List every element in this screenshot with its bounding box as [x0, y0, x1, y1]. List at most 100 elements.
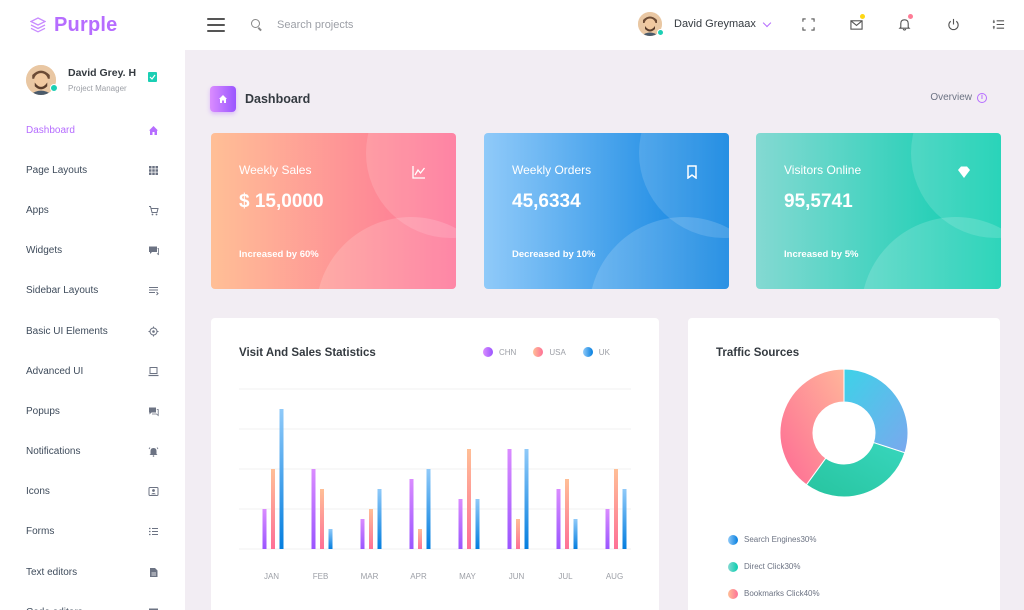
bar-uk-mar[interactable] [377, 489, 382, 549]
sidebar-item-label: Sidebar Layouts [26, 285, 99, 297]
mail-icon[interactable] [849, 14, 865, 31]
card-value: 45,6334 [512, 191, 581, 212]
bar-uk-feb[interactable] [328, 529, 333, 549]
card-title: Weekly Orders [512, 163, 592, 177]
bar-uk-aug[interactable] [622, 489, 627, 549]
bar-usa-jul[interactable] [565, 479, 569, 549]
overview-label: Overview [930, 92, 972, 103]
x-tick-label: JUL [558, 572, 573, 581]
diamond-icon [958, 166, 970, 178]
sidebar-item-label: Advanced UI [26, 365, 84, 377]
chart-legend: CHN USA UK [483, 347, 627, 357]
forum-icon [148, 406, 159, 417]
sidebar-item-apps[interactable]: Apps [0, 190, 185, 230]
sidebar-item-label: Page Layouts [26, 164, 88, 176]
bar-chn-jan[interactable] [262, 509, 267, 549]
bar-uk-jul[interactable] [573, 519, 578, 549]
bar-chn-jun[interactable] [507, 449, 512, 549]
menu-toggle-button[interactable] [207, 18, 225, 32]
nav-profile-dropdown[interactable]: David Greymaax [638, 12, 772, 36]
x-tick-label: MAR [361, 572, 379, 581]
legend-item-uk: UK [582, 347, 610, 357]
bar-uk-jan[interactable] [279, 409, 284, 549]
chart-title: Traffic Sources [716, 347, 800, 359]
slice-search-engines[interactable] [843, 368, 909, 454]
sidebar-profile[interactable]: David Grey. H Project Manager [0, 50, 185, 110]
sidebar-item-code-editors[interactable]: Code editors [0, 592, 185, 610]
bar-chn-feb[interactable] [311, 469, 316, 549]
bar-chn-mar[interactable] [360, 519, 365, 549]
x-tick-label: FEB [313, 572, 329, 581]
bar-usa-mar[interactable] [369, 509, 373, 549]
bar-usa-aug[interactable] [614, 469, 618, 549]
search-icon [251, 19, 263, 31]
chart-title: Visit And Sales Statistics [239, 347, 376, 359]
chevron-down-icon [762, 18, 772, 27]
chart-line-icon [412, 166, 426, 179]
info-icon: i [977, 92, 987, 103]
chat-icon [148, 245, 159, 256]
legend-item-search-engines: Search Engines30% [728, 526, 820, 553]
search-bar [251, 19, 501, 31]
sidebar-item-label: Icons [26, 486, 50, 498]
slice-bookmarks-click[interactable] [779, 368, 845, 486]
legend-item-chn: CHN [483, 347, 516, 357]
bar-usa-jun[interactable] [516, 519, 520, 549]
card-value: 95,5741 [784, 191, 853, 212]
bar-uk-may[interactable] [475, 499, 480, 549]
bar-uk-jun[interactable] [524, 449, 529, 549]
bar-chart: JAN FEB MAR APR MAY JUN JUL AUG [239, 388, 631, 581]
bar-chn-apr[interactable] [409, 479, 414, 549]
nav-user-name: David Greymaax [674, 18, 756, 30]
sidebar-item-popups[interactable]: Popups [0, 391, 185, 431]
sidebar-item-label: Text editors [26, 566, 78, 578]
sidebar-item-label: Popups [26, 405, 60, 417]
bell-icon [148, 446, 159, 457]
card-note: Increased by 5% [784, 249, 859, 260]
sidebar-item-label: Notifications [26, 446, 81, 458]
bar-uk-apr[interactable] [426, 469, 431, 549]
power-icon[interactable] [946, 17, 960, 31]
sidebar-item-sidebar-layouts[interactable]: Sidebar Layouts [0, 271, 185, 311]
sidebar-item-forms[interactable]: Forms [0, 512, 185, 552]
bar-usa-may[interactable] [467, 449, 471, 549]
home-icon [210, 86, 236, 112]
sidebar-item-widgets[interactable]: Widgets [0, 231, 185, 271]
sidebar-item-page-layouts[interactable]: Page Layouts [0, 150, 185, 190]
bar-usa-feb[interactable] [320, 489, 324, 549]
format-list-icon[interactable] [991, 17, 1005, 31]
contacts-icon [148, 486, 159, 497]
sidebar-item-label: Widgets [26, 245, 63, 257]
slice-direct-click[interactable] [805, 441, 906, 498]
bar-chn-may[interactable] [458, 499, 463, 549]
brand[interactable]: Purple [0, 0, 185, 50]
sidebar-item-advanced-ui[interactable]: Advanced UI [0, 351, 185, 391]
traffic-sources-panel: Traffic Sources Search Engines30% Direct… [688, 318, 1000, 610]
bar-usa-apr[interactable] [418, 529, 422, 549]
sidebar-item-label: Dashboard [26, 124, 75, 136]
sidebar-item-icons[interactable]: Icons [0, 472, 185, 512]
online-status-dot [50, 84, 58, 92]
bar-chn-aug[interactable] [605, 509, 610, 549]
bookmark-check-icon [148, 72, 157, 82]
laptop-icon [148, 366, 159, 377]
sidebar-item-basic-ui-elements[interactable]: Basic UI Elements [0, 311, 185, 351]
fullscreen-icon[interactable] [801, 17, 815, 31]
x-tick-label: JAN [264, 572, 279, 581]
profile-name: David Grey. H [68, 67, 137, 79]
sidebar: David Grey. H Project Manager Dashboard P… [0, 50, 185, 610]
sidebar-item-dashboard[interactable]: Dashboard [0, 110, 185, 150]
bar-chn-jul[interactable] [556, 489, 561, 549]
traffic-legend: Search Engines30% Direct Click30% Bookma… [728, 526, 820, 607]
x-tick-label: APR [410, 572, 427, 581]
weekly-orders-card: Weekly Orders 45,6334 Decreased by 10% [484, 133, 729, 289]
bar-usa-jan[interactable] [271, 469, 275, 549]
sidebar-item-notifications[interactable]: Notifications [0, 432, 185, 472]
donut-chart [779, 368, 909, 498]
doc-icon [148, 567, 159, 578]
top-navbar: Purple David Greymaax [0, 0, 1024, 50]
search-input[interactable] [277, 19, 477, 31]
sidebar-item-text-editors[interactable]: Text editors [0, 552, 185, 592]
bell-icon[interactable] [897, 14, 913, 31]
overview-link[interactable]: Overview i [930, 92, 987, 103]
